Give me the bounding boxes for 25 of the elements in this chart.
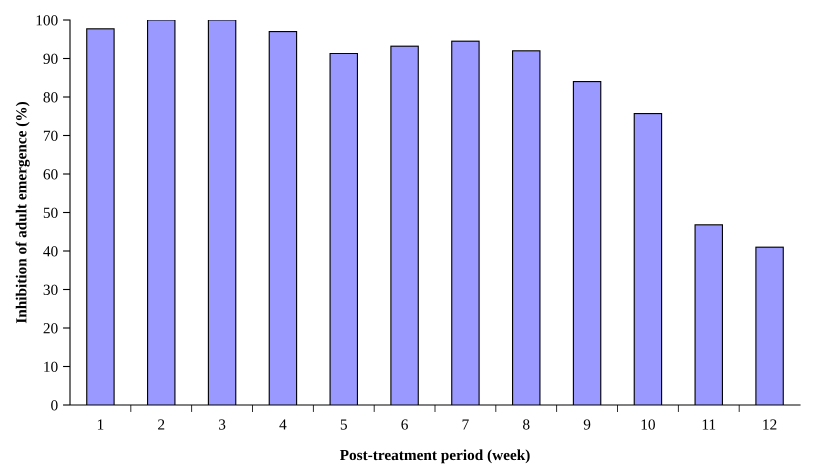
- x-tick-label: 11: [702, 419, 716, 430]
- x-tick-label: 7: [462, 419, 469, 430]
- y-tick-label: 0: [51, 400, 58, 410]
- y-tick-label: 80: [44, 92, 58, 102]
- y-tick-label: 20: [44, 323, 58, 334]
- x-tick-label: 4: [279, 419, 286, 430]
- x-tick-label: 6: [401, 419, 408, 430]
- x-tick-label: 8: [523, 419, 530, 430]
- y-tick-label: 70: [44, 130, 58, 141]
- x-tick-label: 1: [98, 419, 104, 430]
- y-tick-label: 10: [44, 362, 58, 372]
- y-axis-title: Inhibition of adult emergence (%): [16, 102, 30, 324]
- y-tick-label: 50: [44, 208, 58, 218]
- x-axis-title: Post-treatment period (week): [340, 449, 530, 464]
- y-tick-label: 40: [43, 246, 58, 256]
- x-tick-label: 12: [763, 419, 776, 430]
- x-tick-label: 2: [158, 419, 164, 430]
- x-tick-label: 9: [584, 419, 590, 430]
- x-tick-label: 5: [340, 419, 347, 430]
- x-tick-label: 3: [218, 419, 226, 430]
- y-tick-label: 100: [36, 15, 58, 26]
- y-tick-label: 60: [44, 169, 58, 180]
- y-tick-label: 30: [44, 284, 58, 295]
- x-tick-label: 10: [642, 419, 655, 430]
- y-tick-label: 90: [43, 54, 58, 64]
